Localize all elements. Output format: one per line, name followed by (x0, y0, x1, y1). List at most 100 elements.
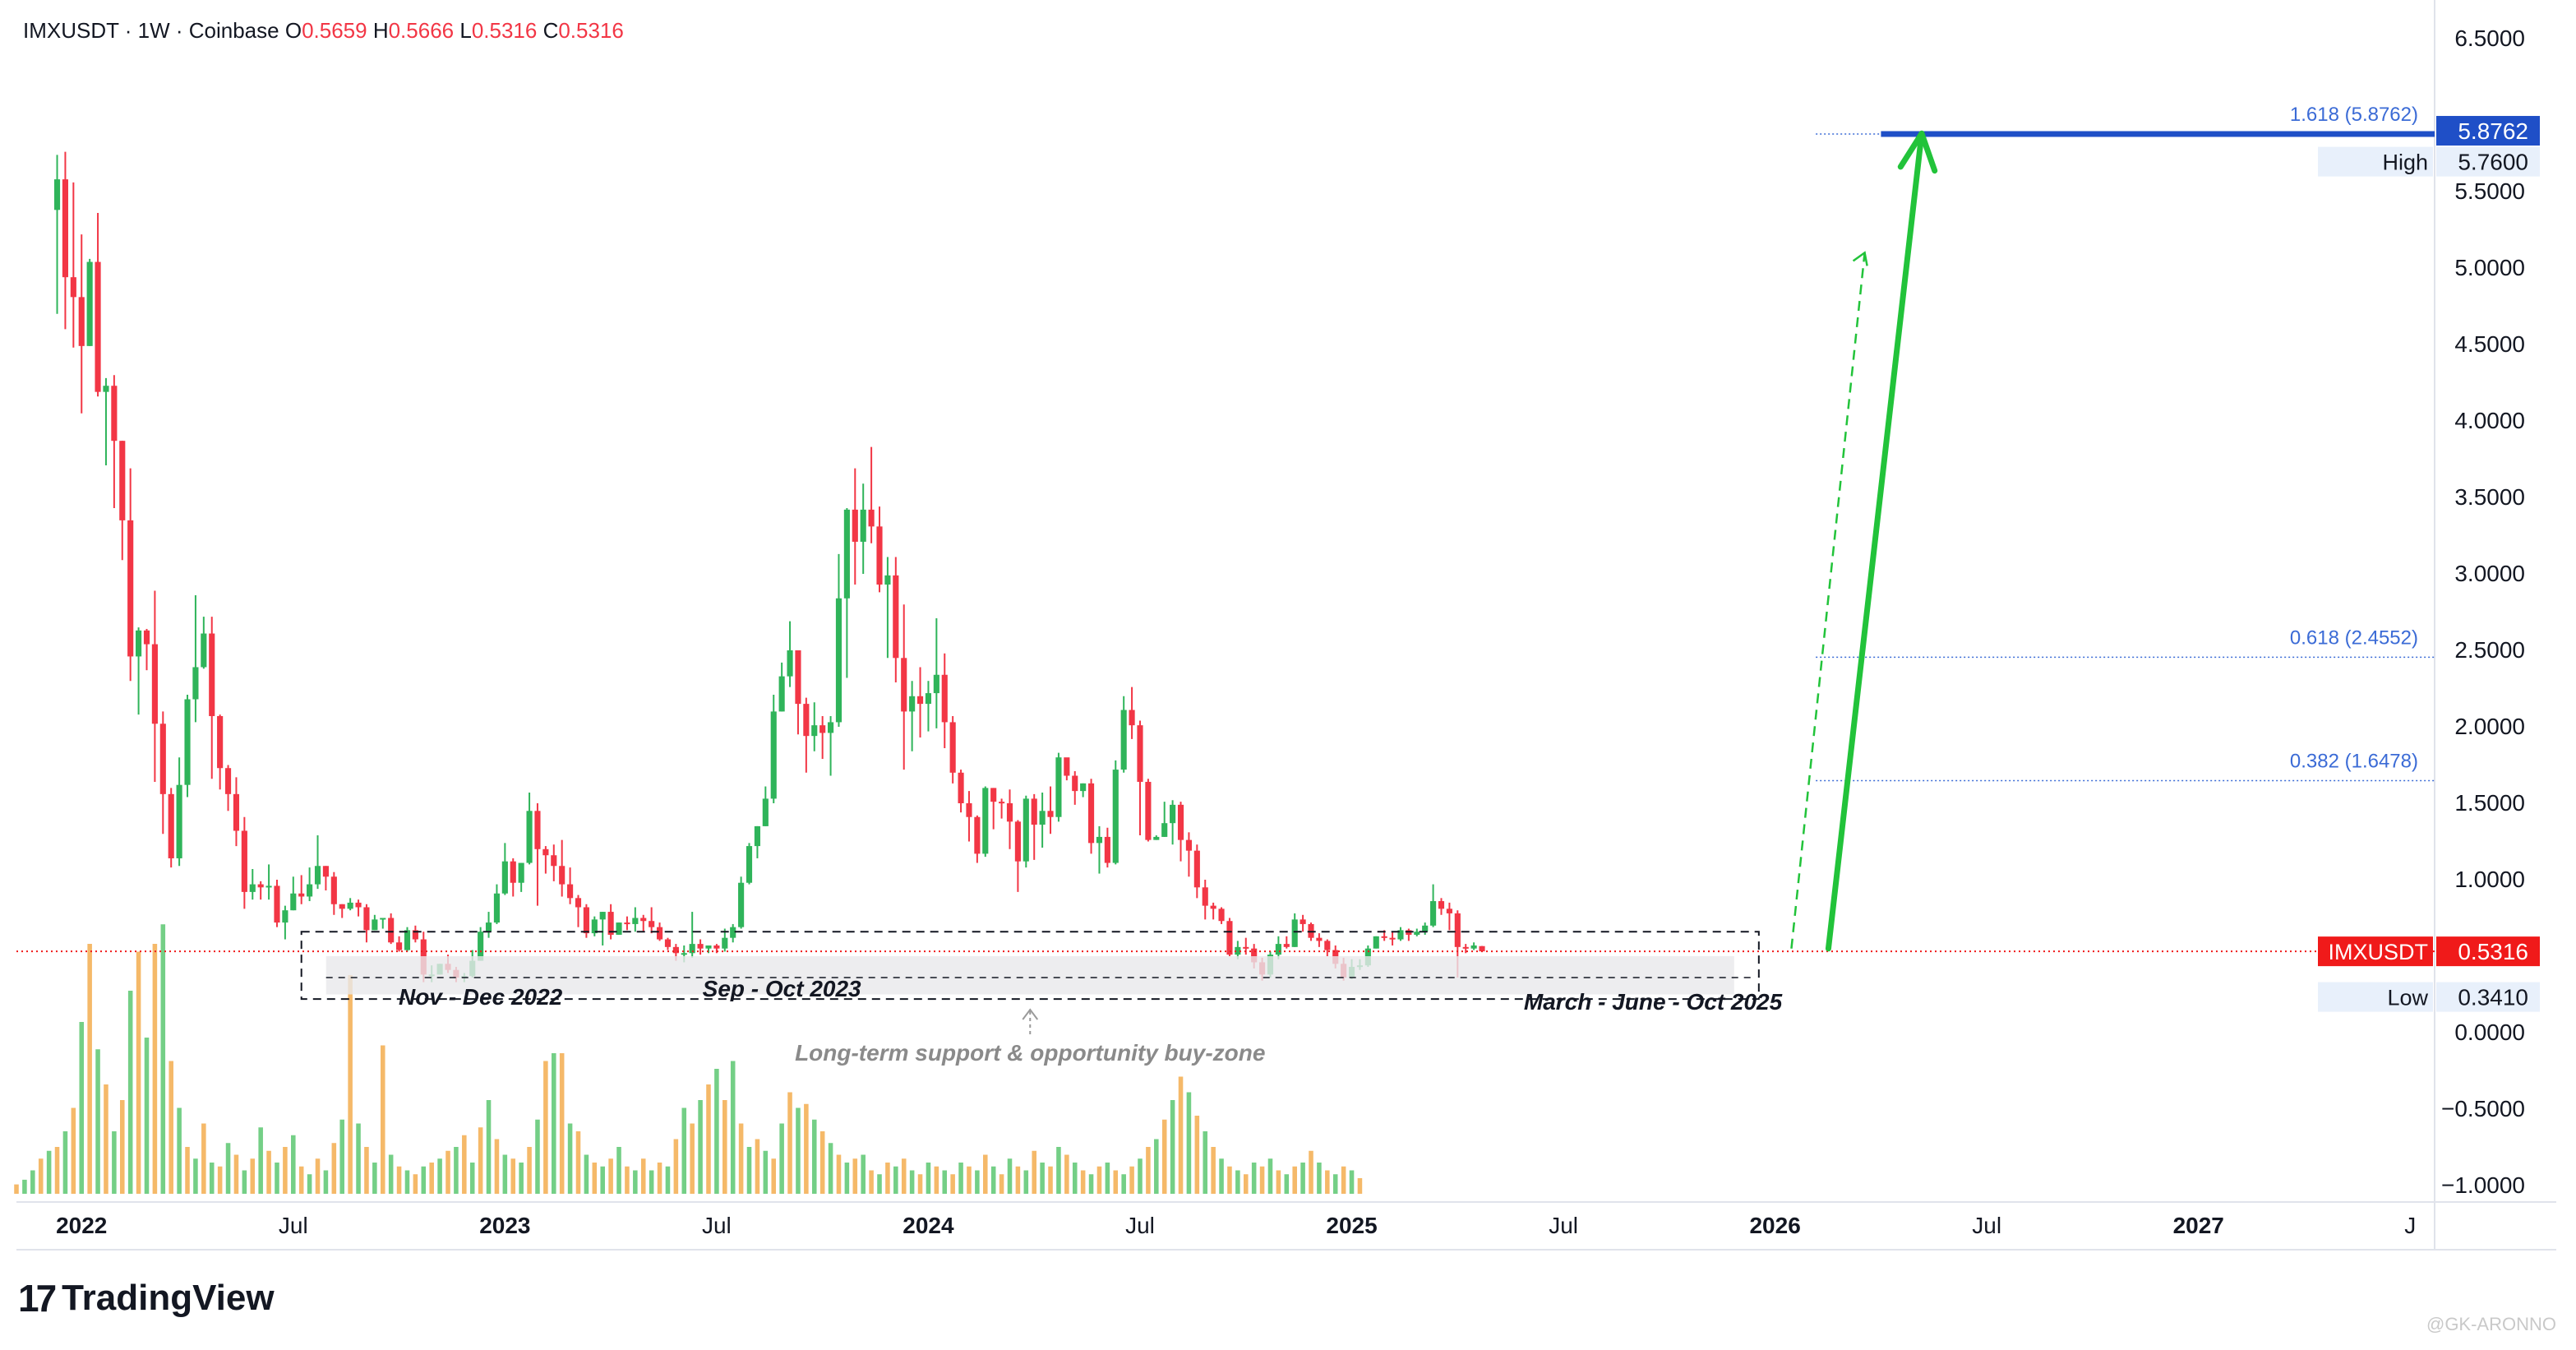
volume-bar (592, 1163, 598, 1194)
volume-bar (283, 1147, 288, 1194)
tradingview-logo[interactable]: 17 TradingView (18, 1276, 275, 1320)
candle (1145, 779, 1152, 842)
candle-body (852, 509, 858, 542)
volume-bar (1309, 1150, 1313, 1194)
candle (1137, 720, 1143, 836)
candle (795, 650, 801, 735)
candle-body (811, 725, 818, 737)
candle (314, 835, 321, 890)
volume-bar (1023, 1170, 1029, 1194)
volume-bar (1129, 1166, 1134, 1194)
candle-body (1324, 941, 1331, 950)
candle-body (1064, 757, 1070, 776)
candle (656, 922, 663, 941)
volume-bar (201, 1123, 206, 1194)
volume-bar (649, 1170, 654, 1194)
volume-bar (291, 1135, 296, 1194)
volume-bar (877, 1174, 882, 1194)
projection-arrow-head (1897, 130, 1938, 174)
volume-bar (657, 1163, 662, 1194)
candle (62, 151, 69, 330)
candle (298, 875, 305, 904)
candle (404, 927, 411, 952)
candle-body (1422, 925, 1429, 932)
candle (591, 916, 598, 936)
candle (916, 667, 924, 738)
volume-bar (510, 1158, 516, 1194)
candle (1226, 918, 1233, 956)
candle (1430, 884, 1437, 927)
volume-bar (552, 1053, 556, 1194)
candle-body (86, 261, 93, 346)
candle (363, 904, 370, 943)
candle (1064, 757, 1070, 781)
candle (697, 939, 704, 955)
candle (1096, 825, 1103, 874)
candle-body (1454, 913, 1461, 947)
candle-body (933, 674, 939, 694)
volume-bar (266, 1150, 271, 1194)
candle (192, 595, 199, 723)
x-tick-label: 2025 (1326, 1213, 1377, 1238)
candle (624, 916, 630, 931)
candle-body (916, 696, 924, 705)
candle-body (901, 658, 907, 712)
candle (1014, 820, 1021, 892)
candle-body (1235, 946, 1241, 955)
candle (233, 777, 240, 847)
candle-body (1006, 803, 1013, 822)
candle-body (762, 798, 769, 826)
candle-body (1031, 798, 1037, 825)
volume-bar (348, 975, 353, 1194)
volume-bar (763, 1150, 769, 1194)
volume-bar (796, 1107, 801, 1194)
candle-body (958, 772, 964, 803)
candle (1072, 770, 1078, 805)
candle-body (1397, 930, 1404, 940)
volume-bar (584, 1154, 589, 1194)
candle (201, 617, 207, 669)
candle-body (176, 784, 182, 858)
volume-bar (633, 1170, 638, 1194)
candle-body (388, 918, 395, 943)
y-tick-label: 1.0000 (2454, 867, 2525, 892)
candle (860, 483, 866, 574)
candle-body (925, 693, 932, 705)
candle (265, 864, 272, 900)
candle (1373, 936, 1379, 949)
candle (607, 904, 614, 940)
candle (501, 843, 508, 895)
volume-bar (380, 1045, 385, 1194)
volume-bar (885, 1163, 890, 1194)
x-tick-label: 2026 (1749, 1213, 1800, 1238)
fib-target-badge-text: 5.8762 (2458, 118, 2528, 144)
candle (184, 694, 191, 798)
candle-body (607, 912, 614, 935)
candle (127, 468, 134, 682)
volume-bar (494, 1139, 500, 1194)
volume-bar (104, 1084, 108, 1194)
candle (1120, 696, 1127, 773)
volume-bar (478, 1127, 483, 1194)
candle-body (1414, 932, 1420, 935)
high-badge-tag-text: High (2382, 150, 2428, 175)
candle (664, 937, 672, 950)
candle-body (1243, 946, 1249, 949)
volume-bar (1211, 1147, 1216, 1194)
candle (1055, 752, 1062, 822)
x-tick-label: J (2404, 1213, 2416, 1238)
candle (949, 715, 956, 784)
volume-bar (1292, 1166, 1297, 1194)
volume-bar (616, 1147, 621, 1194)
candle-body (730, 927, 736, 938)
candle-body (330, 876, 337, 904)
candle (738, 876, 745, 929)
volume-bar (298, 1166, 304, 1194)
volume-bar (559, 1053, 565, 1194)
x-tick-label: Jul (1125, 1213, 1155, 1238)
candle (941, 653, 948, 749)
volume-bar (217, 1166, 223, 1194)
candle (632, 907, 639, 932)
